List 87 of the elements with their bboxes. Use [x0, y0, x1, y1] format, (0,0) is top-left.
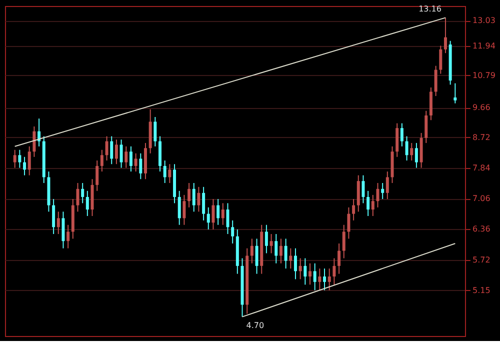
- candlestick: [347, 206, 350, 240]
- candlestick: [410, 142, 414, 161]
- candlestick: [188, 182, 191, 208]
- candlestick: [168, 164, 172, 184]
- candlestick: [424, 110, 428, 144]
- candlestick: [304, 258, 307, 286]
- candlestick: [250, 238, 254, 264]
- candlestick: [439, 45, 442, 74]
- candlestick: [264, 224, 268, 254]
- candlestick: [231, 220, 234, 244]
- candlestick: [284, 238, 288, 270]
- candlestick: [405, 136, 408, 161]
- candlestick: [414, 142, 418, 168]
- candlestick: [62, 211, 65, 249]
- candlestick: [154, 116, 157, 147]
- candlestick: [134, 152, 138, 172]
- candlestick: [371, 194, 374, 216]
- candlestick: [192, 182, 196, 212]
- candlestick: [96, 160, 99, 192]
- y-tick-label: 6.36: [472, 224, 490, 234]
- candlestick: [221, 202, 224, 226]
- candlestick: [13, 149, 16, 168]
- candlestick: [434, 65, 438, 97]
- candlestick: [454, 82, 457, 104]
- candlestick: [226, 202, 230, 235]
- candlestick: [120, 139, 123, 168]
- candlestick: [294, 248, 297, 280]
- candlestick: [52, 198, 56, 235]
- candlestick: [124, 146, 128, 168]
- candlestick: [289, 248, 292, 270]
- candlestick: [381, 182, 384, 200]
- annotation: 13.16: [418, 4, 442, 14]
- y-tick-label: 8.72: [472, 132, 490, 142]
- candlestick: [429, 86, 432, 121]
- candlestick: [313, 262, 316, 291]
- y-tick-label: 5.15: [472, 286, 490, 295]
- candlestick: [178, 190, 181, 226]
- candlestick: [129, 146, 132, 172]
- candlestick: [366, 190, 370, 216]
- y-tick-label: 10.79: [472, 70, 496, 80]
- candlestick: [32, 126, 36, 158]
- candlestick: [66, 224, 70, 249]
- candlestick: [318, 268, 322, 291]
- candlestick: [86, 190, 89, 216]
- y-tick-label: 9.66: [472, 103, 490, 112]
- candlestick: [328, 268, 331, 291]
- candlestick: [206, 206, 210, 230]
- candlestick: [23, 156, 26, 176]
- candlestick: [163, 160, 166, 184]
- candlestick: [386, 171, 389, 200]
- y-tick-label: 11.94: [472, 41, 496, 50]
- candlestick: [100, 149, 104, 172]
- candlestick: [56, 211, 60, 235]
- candlestick: [110, 136, 114, 165]
- candlestick: [338, 242, 341, 274]
- y-tick-label: 5.72: [472, 255, 490, 264]
- candlestick: [396, 122, 399, 158]
- candlestick: [308, 262, 312, 286]
- candlestick: [105, 136, 108, 161]
- candlestick: [332, 258, 336, 286]
- candlestick: [182, 194, 186, 226]
- candlestick: [362, 174, 365, 204]
- candlestick: [270, 234, 273, 254]
- candlestick: [197, 186, 200, 212]
- candlestick: [255, 238, 258, 274]
- candlestick: [323, 268, 326, 291]
- candlestick: [279, 238, 282, 264]
- candlestick: [18, 149, 22, 168]
- candlestick: [81, 182, 84, 204]
- candlestick: [376, 182, 380, 208]
- candlestick: [274, 234, 278, 264]
- y-tick-label: 7.84: [472, 164, 490, 173]
- candlestick: [400, 122, 404, 147]
- candlestick: [216, 198, 220, 226]
- candlestick: [28, 146, 31, 176]
- candlestick: [444, 17, 447, 54]
- candlestick: [202, 186, 206, 221]
- candlestick: [114, 139, 118, 165]
- candlestick: [352, 198, 356, 221]
- y-tick-label: 13.03: [472, 16, 496, 26]
- candlestick: [212, 198, 215, 230]
- annotation: 4.70: [246, 320, 264, 330]
- candlestick: [298, 258, 302, 280]
- y-tick-label: 7.06: [472, 194, 490, 204]
- candlestick: [76, 182, 80, 212]
- candlestick: [139, 152, 142, 180]
- candlestick: [342, 224, 346, 259]
